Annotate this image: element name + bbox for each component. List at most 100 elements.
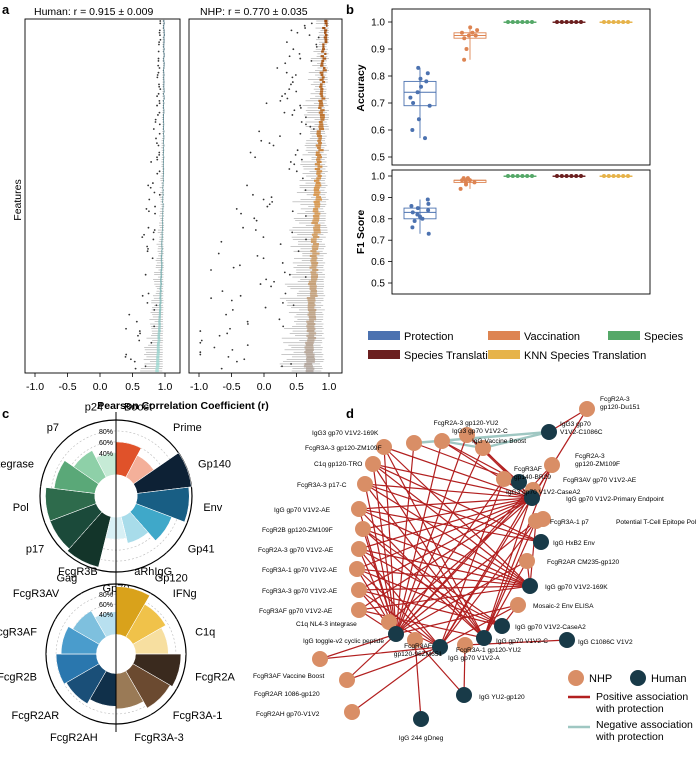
data-point	[466, 33, 471, 38]
feature-box	[314, 205, 320, 208]
outlier-point	[255, 219, 258, 222]
feature-box	[162, 210, 164, 213]
outlier-point	[151, 182, 154, 184]
accuracy-marks: 0.5 0.6 0.7 0.8 0.9 1.0	[371, 18, 633, 164]
feature-box	[162, 228, 164, 232]
feature-box	[303, 365, 313, 368]
box-iqr	[403, 207, 437, 220]
feature-box	[163, 95, 165, 98]
feature-box	[163, 19, 165, 23]
outlier-point	[220, 367, 223, 370]
outlier-point	[246, 320, 249, 323]
polar-category-label: Pol	[13, 502, 29, 514]
positive-edge	[439, 520, 537, 648]
feature-box	[313, 200, 320, 203]
feature-box	[163, 151, 164, 154]
node-label: FcgR3AV gp70 V1V2-AE	[563, 477, 637, 484]
feature-box	[162, 203, 164, 206]
feature-box	[316, 132, 321, 135]
feature-box	[310, 238, 317, 241]
positive-edge	[358, 497, 533, 611]
outlier-point	[290, 29, 293, 32]
outlier-point	[293, 109, 296, 112]
nhp-node	[407, 632, 423, 648]
outlier-point	[159, 38, 162, 41]
node-label: IgG3 gp70 V1V2-C1086C	[560, 421, 603, 436]
nhp-node	[344, 704, 360, 720]
outlier-point	[153, 229, 156, 231]
legend-line: with protection	[595, 703, 664, 715]
feature-box	[319, 102, 323, 105]
feature-box	[161, 264, 163, 267]
feature-box	[163, 156, 165, 159]
legend-line: Negative association	[596, 719, 693, 731]
polar-category-label: Integrase	[0, 458, 34, 470]
feature-box	[322, 48, 325, 51]
feature-box	[161, 261, 163, 265]
y-tick-label: 1.0	[371, 18, 385, 29]
feature-box	[162, 146, 164, 149]
feature-box	[324, 22, 328, 25]
positive-edge	[358, 508, 531, 587]
positive-edge	[395, 478, 505, 635]
data-point	[530, 174, 534, 178]
nhp-node	[579, 401, 595, 417]
nhp-node	[475, 440, 491, 456]
f1-frame	[391, 169, 651, 295]
feature-box	[163, 80, 165, 84]
feature-box	[161, 238, 163, 241]
node-label: FcgR3A-3 gp70 V1V2-AE	[262, 588, 338, 595]
outlier-point	[157, 92, 160, 95]
outlier-point	[141, 236, 144, 239]
outlier-point	[152, 238, 155, 241]
data-point	[616, 20, 621, 24]
node-label: IgG3 gp70 V1V2-C	[452, 428, 508, 435]
data-point	[510, 20, 515, 24]
feature-box	[317, 174, 322, 178]
nhp-node	[519, 553, 535, 569]
outlier-point	[299, 132, 302, 135]
outlier-point	[217, 252, 220, 255]
positive-edge	[358, 548, 503, 627]
outlier-point	[259, 283, 262, 285]
feature-box	[162, 214, 164, 218]
feature-box	[314, 224, 321, 227]
outlier-point	[125, 353, 128, 356]
feature-box	[315, 151, 320, 154]
polar-category-label: FcgR3AV	[13, 588, 60, 600]
polar-category-label: FcgR2AR	[12, 710, 60, 722]
y-tick-label: 0.6	[371, 126, 385, 137]
node-label: IgG gp70 V1V2-169K	[545, 584, 608, 591]
feature-box	[162, 179, 164, 182]
outlier-point	[156, 172, 159, 175]
positive-edge	[395, 560, 528, 635]
accuracy-axis-label: Accuracy	[355, 64, 367, 111]
nhp-x-axis: -1.0 -0.5 0.0 0.5 1.0	[190, 373, 336, 393]
feature-box	[159, 308, 162, 312]
feature-box	[311, 257, 318, 260]
outlier-point	[231, 309, 234, 311]
node-label: FcgR2AH gp70-V1V2	[256, 711, 320, 718]
outlier-point	[154, 205, 156, 208]
outlier-point	[158, 41, 161, 44]
outlier-point	[264, 306, 267, 309]
node-label: FcgR2A-3 gp70 V1V2-AE	[258, 547, 334, 554]
feature-box	[159, 294, 162, 297]
feature-box	[311, 278, 318, 281]
feature-box	[158, 320, 161, 323]
feature-box	[160, 268, 163, 272]
outlier-point	[312, 128, 315, 130]
outlier-point	[297, 250, 300, 253]
outlier-point	[144, 273, 147, 276]
human-node	[413, 711, 429, 727]
feature-box	[310, 275, 318, 279]
data-point	[412, 218, 417, 223]
human-node	[494, 618, 510, 634]
feature-box	[320, 64, 324, 67]
data-point	[472, 180, 477, 185]
outlier-point	[249, 151, 252, 154]
feature-box	[163, 113, 164, 117]
outlier-point	[158, 170, 161, 173]
feature-box	[314, 212, 321, 215]
